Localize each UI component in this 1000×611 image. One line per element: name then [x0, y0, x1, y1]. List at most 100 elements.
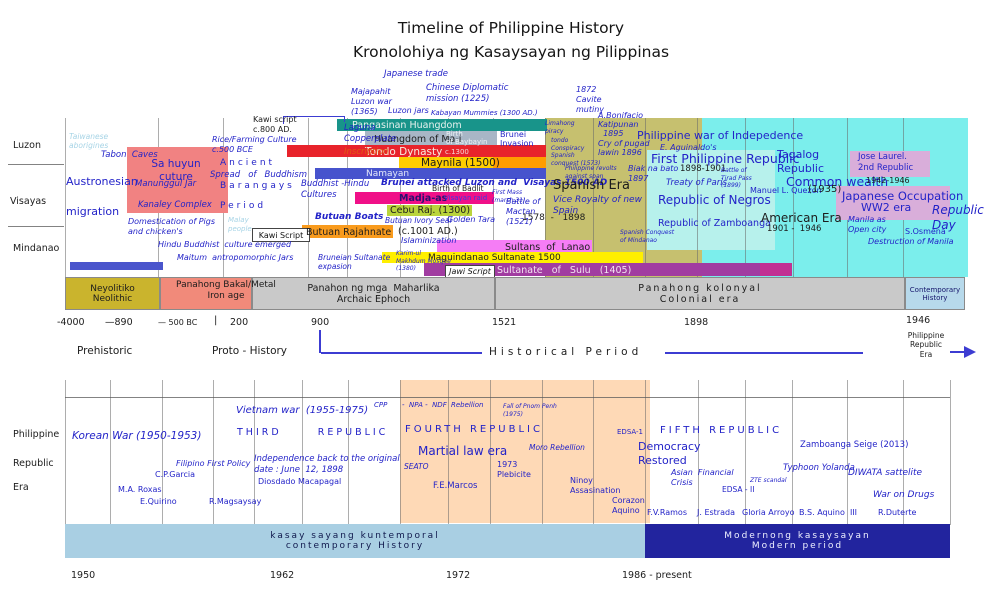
label-garcia: C.P.Garcia — [155, 470, 195, 479]
label-manila-open-city: Manila as Open city — [848, 215, 887, 234]
tondo-bar — [287, 145, 546, 157]
label-period: Period — [220, 201, 267, 211]
maynila-bar-orange-segment — [493, 157, 546, 168]
gridline — [593, 118, 594, 277]
label-destruction-manila: Destruction of Manila — [868, 237, 954, 246]
gridline — [542, 380, 543, 525]
blue-strip — [70, 262, 163, 270]
historical-period-bracket — [319, 330, 321, 353]
row-label-visayas: Visayas — [10, 196, 47, 207]
label-bonifacio-katipunan: A.Bonifacio Katipunan 1895 Cry of pugad … — [598, 111, 650, 157]
axis-tick--890: —890 — [105, 317, 133, 328]
label-tagalog-republic: Tagalog Republic — [777, 148, 825, 175]
label-rebellion: Rebellion — [451, 401, 484, 409]
label-buddhist-hindu-cultures: Buddhist -Hindu Cultures — [301, 179, 370, 200]
arrow-line — [950, 351, 965, 353]
lower-chart-border — [65, 397, 950, 398]
namayan-label: Namayan — [366, 169, 410, 179]
axis-tick-900: 900 — [311, 317, 330, 328]
label-butuan-boats: Butuan Boats — [315, 212, 384, 222]
label-1973-plebicite: 1973 Plebicite — [497, 460, 531, 479]
label-limahong-piracy: Limahong piracy — [545, 120, 575, 135]
axis-tick--500bc: — 500 BC — [158, 318, 198, 327]
label-inscription: Inscription — [344, 147, 389, 157]
axis-tick-1962: 1962 — [270, 570, 295, 581]
axis-tick-1521: 1521 — [492, 317, 517, 328]
period-proto-history: Proto - History — [212, 345, 288, 357]
label-duterte: R.Duterte — [878, 508, 917, 517]
label-aguinaldo: E. Aguinaldo's — [660, 143, 717, 152]
label-estrada: J. Estrada — [697, 508, 735, 517]
label-1942-1946: 1942-1946 — [866, 176, 910, 185]
sulu-label: Sultanate of Sulu (1405) — [497, 265, 632, 276]
gridline — [745, 380, 746, 525]
gridline — [593, 380, 594, 525]
period-philippine-republic-era: Philippine Republic Era — [907, 331, 945, 359]
lanao-bar — [437, 240, 592, 252]
label-npa-ndf: - NPA - NDF — [402, 401, 447, 409]
label-republic-day: Republic Day — [932, 203, 984, 232]
label-cavite-mutiny: 1872 Cavite mutiny — [576, 85, 605, 114]
label-martial-law-era: Martial law era — [418, 444, 508, 458]
sulu-bar-end-segment — [760, 263, 792, 276]
contemporary-history-line1: kasay sayang kuntemporal — [270, 531, 440, 541]
madjaas-bar — [355, 192, 494, 204]
period-historical: Historical Period — [489, 346, 643, 358]
modern-period-line1: Modernong kasaysayan — [724, 531, 871, 541]
label-japanese-occupation: Japanese Occupation — [842, 189, 964, 203]
label-spanish-conquest-mindanao: Spanish Conquest of Mindanao — [620, 229, 675, 244]
maynila-label: Maynila (1500) — [421, 157, 500, 169]
label-ramos: F.V.Ramos — [647, 508, 687, 517]
label-malay-people: Malay people — [228, 216, 252, 233]
label-manunggul-jar: Manunggul Jar — [135, 179, 197, 189]
label-ninoy-assassination: Ninoy Assasination — [570, 476, 621, 495]
contemporary-history-bar: kasay sayang kuntemporal contemporary Hi… — [65, 524, 645, 558]
connector-line — [344, 116, 345, 122]
label-pnom-penh: Fall of Pnom Penh (1975) — [503, 403, 557, 418]
axis-tick-1986-present: 1986 - present — [622, 570, 692, 581]
label-biak-na-bato: Biak na bato 1897 — [628, 164, 679, 183]
label-filipino-first-policy: Filipino First Policy — [176, 459, 251, 468]
axis-tick-bar: | — [214, 315, 218, 326]
visayan-raid-label: Visayan raid — [444, 194, 488, 202]
label-corazon-aquino: Corazon Aquino — [612, 496, 645, 515]
label-fourth-republic: FOURTH REPUBLIC — [405, 424, 543, 435]
gridline — [792, 380, 793, 525]
second-republic-box — [850, 151, 930, 177]
label-zamboanga-siege: Zamboanga Seige (2013) — [800, 440, 909, 450]
label-bs-aquino: B.S. Aquino III — [799, 508, 858, 517]
label-fifth-republic: FIFTH REPUBLIC — [660, 425, 783, 436]
label-ancient: Ancient — [220, 158, 276, 168]
label-war-on-drugs: War on Drugs — [873, 490, 935, 500]
gridline — [793, 118, 794, 277]
maguindanao-label: Maguindanao Sultanate 1500 — [428, 253, 561, 263]
label-zte-scandal: ZTE scandal — [750, 477, 787, 484]
butuan-bar — [302, 225, 393, 238]
title-line1: Timeline of Philippine History — [397, 19, 625, 37]
era-colonial: Panahong kolonyal Colonial era — [495, 277, 905, 310]
gridline — [400, 380, 401, 525]
kawi-script-box: Kawi Script — [252, 228, 310, 242]
label-diwata-satellite: DIWATA sattelite — [848, 468, 923, 478]
cebu-bar — [387, 205, 472, 216]
label-kanalay-complex: Kanaley Complex — [138, 200, 212, 210]
gridline — [308, 118, 309, 277]
label-spanish-dates: 1578 - 1898 — [522, 213, 586, 223]
label-japanese-trade: Japanese trade — [384, 69, 448, 79]
gridline — [950, 380, 951, 525]
label-migration: migration — [66, 205, 120, 218]
label-treaty-of-paris: Treaty of Paris — [666, 178, 728, 188]
gridline — [490, 380, 491, 525]
gridline — [545, 118, 546, 277]
label-tirad-pass: Battle of Tirad Pass (1899) — [721, 167, 752, 189]
label-majapahit-war: Majapahit Luzon war (1365) — [351, 87, 392, 116]
label-chinese-mission: Chinese Diplomatic mission (1225) — [426, 83, 509, 104]
gridline — [347, 118, 348, 277]
historical-period-line — [665, 352, 863, 354]
label-marcos: F.E.Marcos — [433, 481, 478, 491]
label-philippine-revolts: Philippine revolts against span — [565, 165, 617, 180]
label-hindu-buddhist-culture: Hindu Buddhist culture emerged — [158, 240, 292, 249]
label-sa-huyun-culture: Sa huyun cuture — [151, 158, 201, 184]
label-jose-laurel: Jose Laurel. 2nd Republic — [858, 152, 914, 173]
label-islaminization: Islaminization — [401, 236, 457, 245]
